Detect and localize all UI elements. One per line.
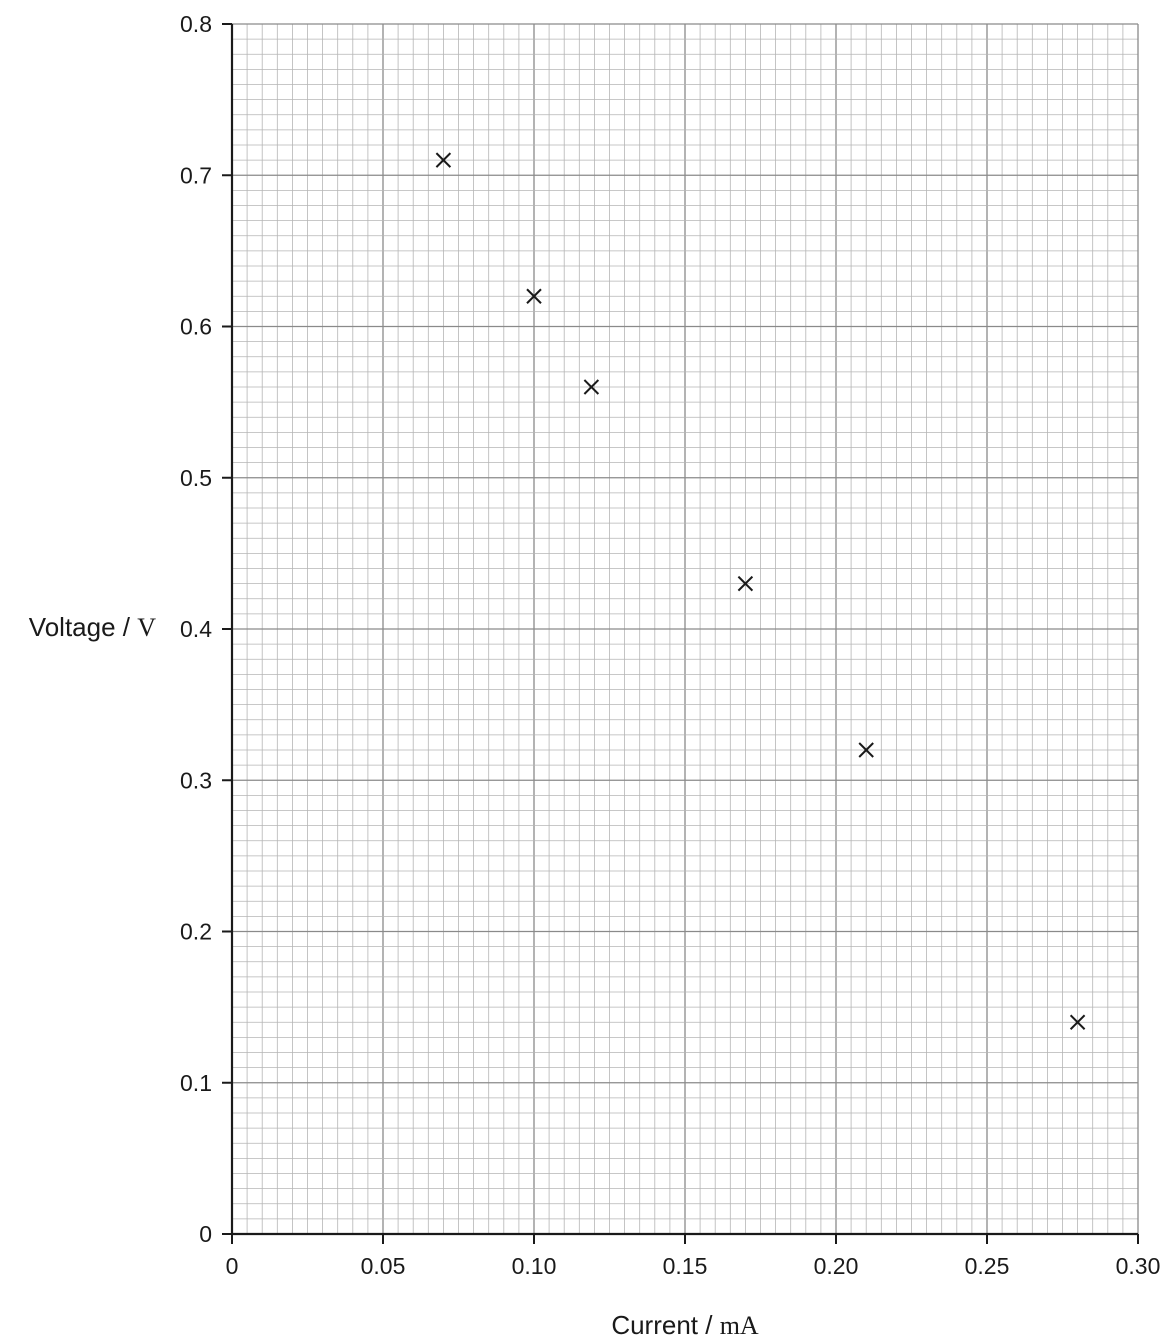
x-tick-label: 0.30 bbox=[1116, 1253, 1161, 1279]
x-tick-label: 0.05 bbox=[361, 1253, 406, 1279]
x-tick-label: 0.10 bbox=[512, 1253, 557, 1279]
marker-stroke bbox=[526, 288, 542, 304]
x-axis-quantity: Current bbox=[611, 1310, 698, 1340]
y-axis-separator: / bbox=[116, 612, 138, 642]
y-axis-quantity: Voltage bbox=[29, 612, 116, 642]
y-tick-label: 0.1 bbox=[180, 1070, 212, 1096]
marker-stroke bbox=[858, 742, 874, 758]
data-point-marker bbox=[526, 288, 542, 304]
data-point-marker bbox=[583, 379, 600, 395]
y-tick-label: 0.4 bbox=[180, 616, 212, 642]
data-point-marker bbox=[737, 575, 754, 592]
x-tick-label: 0.25 bbox=[965, 1253, 1010, 1279]
marker-stroke bbox=[583, 379, 600, 395]
x-tick-label: 0 bbox=[226, 1253, 239, 1279]
y-tick-label: 0.5 bbox=[180, 465, 212, 491]
grid bbox=[232, 23, 1139, 1234]
marker-stroke bbox=[737, 575, 754, 592]
y-tick-label: 0.2 bbox=[180, 919, 212, 945]
data-point-marker bbox=[435, 152, 452, 168]
y-tick-label: 0.8 bbox=[180, 11, 212, 37]
x-axis-ticks: 0 0.05 0.10 0.15 0.20 0.25 0.30 bbox=[226, 1234, 1161, 1279]
y-axis-ticks: 0 0.1 0.2 0.3 0.4 0.5 0.6 0.7 0.8 bbox=[180, 11, 232, 1247]
data-point-marker bbox=[1069, 1014, 1086, 1030]
x-axis-title: Current / mA bbox=[611, 1310, 759, 1340]
x-tick-label: 0.15 bbox=[663, 1253, 708, 1279]
marker-stroke bbox=[1069, 1014, 1086, 1030]
data-points bbox=[435, 152, 1086, 1030]
x-tick-label: 0.20 bbox=[814, 1253, 859, 1279]
y-tick-label: 0.7 bbox=[180, 162, 212, 188]
y-axis-unit: V bbox=[137, 613, 156, 642]
x-axis-unit: mA bbox=[720, 1311, 759, 1340]
data-point-marker bbox=[858, 742, 874, 758]
x-axis-separator: / bbox=[698, 1310, 720, 1340]
y-tick-label: 0.6 bbox=[180, 314, 212, 340]
y-tick-label: 0 bbox=[199, 1221, 212, 1247]
y-tick-label: 0.3 bbox=[180, 767, 212, 793]
marker-stroke bbox=[435, 152, 452, 168]
y-axis-title: Voltage / V bbox=[29, 612, 156, 642]
